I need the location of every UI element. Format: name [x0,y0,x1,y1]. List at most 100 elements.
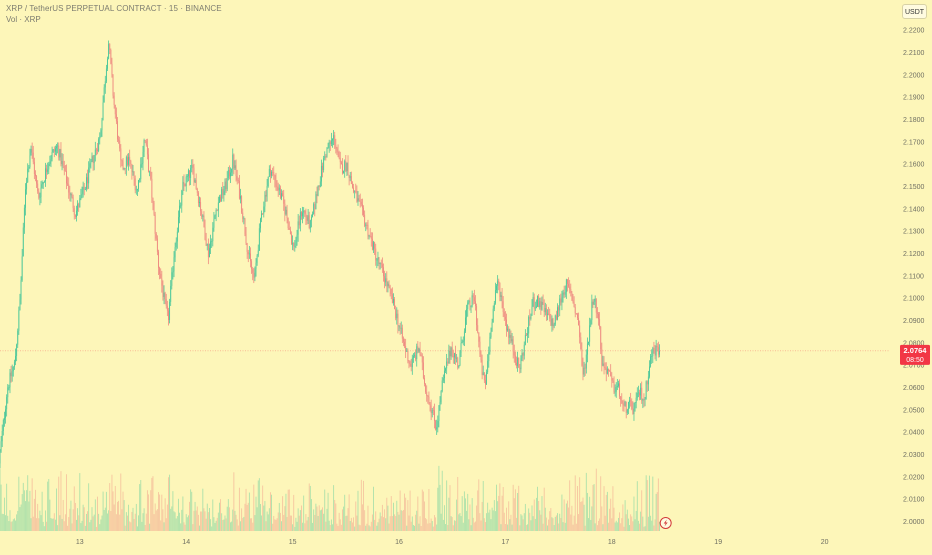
candle-body [106,69,107,82]
volume-bar [350,521,351,531]
volume-bar [431,519,432,531]
candle-body [629,400,630,402]
candle-body [165,293,166,299]
volume-bar [639,524,640,531]
y-tick-label: 2.1800 [903,117,925,124]
volume-bar [211,526,212,531]
candle-body [103,103,104,121]
candle-body [161,279,162,286]
volume-bar [485,522,486,531]
candle-body [559,299,560,311]
candle-body [8,387,9,388]
volume-bar [573,525,574,531]
candle-body [376,259,377,260]
volume-bar [432,521,433,531]
candle-body [343,171,344,174]
volume-bar [109,483,110,531]
volume-bar [606,495,607,531]
volume-bar [121,509,122,531]
candle-body [127,157,128,165]
volume-bar [104,510,105,531]
volume-bar [484,518,485,531]
candle-body [205,227,206,240]
volume-bar [538,501,539,531]
volume-bar [564,499,565,531]
candle-body [32,149,33,153]
volume-bar [578,514,579,531]
candle-body [392,294,393,303]
candle-body [366,225,367,226]
volume-bar [79,473,80,531]
volume-bar [545,508,546,531]
volume-bar [602,524,603,531]
volume-bar [157,509,158,531]
candle-body [171,272,172,286]
volume-bar [383,517,384,531]
candle-body [423,362,424,378]
volume-bar [237,519,238,531]
candle-body [305,214,306,218]
volume-bar [656,494,657,531]
volume-bar [31,518,32,531]
volume-bar [190,489,191,531]
volume-bar [14,518,15,531]
volume-bar [201,511,202,531]
candle-body [195,180,196,182]
candle-body [517,358,518,366]
volume-bar [280,513,281,531]
candle-body [399,326,400,327]
candle-body [346,163,347,171]
volume-bar [158,492,159,531]
y-tick-label: 2.1000 [903,296,925,303]
volume-bar [303,496,304,531]
candle-body [243,218,244,219]
volume-bar [80,523,81,531]
candle-body [158,252,159,268]
candle-body [443,378,444,380]
volume-bar [557,513,558,531]
volume-bar [134,519,135,531]
volume-bar [119,515,120,531]
volume-bar [478,479,479,531]
candle-body [53,149,54,152]
candle-body [495,290,496,303]
volume-bar [75,503,76,531]
volume-bar [199,526,200,531]
candle-body [321,166,322,182]
volume-bar [164,522,165,531]
currency-button[interactable]: USDT [902,4,927,19]
candle-body [566,279,567,292]
candle-body [538,296,539,307]
volume-bar [290,516,291,531]
volume-bar [269,508,270,531]
volume-bar [626,514,627,531]
candle-body [69,193,70,196]
volume-bar [205,511,206,531]
volume-bar [391,496,392,531]
volume-bar [585,526,586,531]
volume-bar [186,514,187,531]
volume-bar [124,500,125,531]
volume-bar [643,527,644,531]
candle-body [259,228,260,250]
candle-body [339,152,340,158]
volume-bar [26,490,27,531]
candle-body [626,402,627,413]
candle-body [532,307,533,316]
volume-bar [593,485,594,531]
volume-bar [302,523,303,531]
candle-body [189,170,190,178]
volume-bar [41,515,42,531]
volume-bar [394,514,395,531]
volume-bar [11,522,12,531]
volume-bar [377,522,378,531]
candle-body [441,391,442,402]
volume-bar [12,521,13,531]
candle-body [211,241,212,242]
candle-body [155,215,156,234]
volume-bar [542,496,543,531]
volume-bar [178,499,179,531]
candle-body [435,421,436,429]
